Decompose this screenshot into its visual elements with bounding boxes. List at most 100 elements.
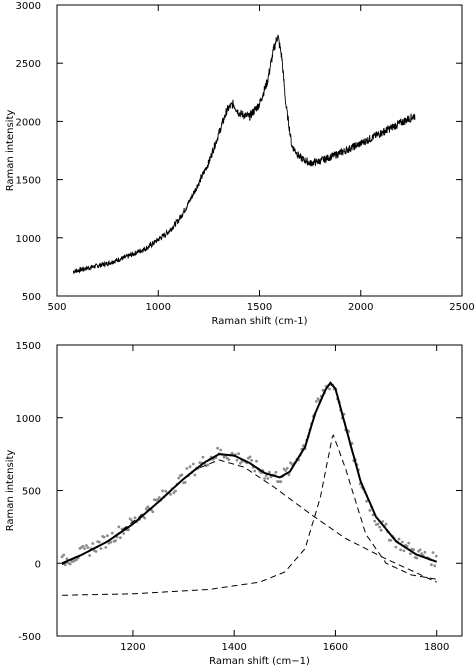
data-point bbox=[399, 548, 402, 552]
data-point bbox=[83, 547, 87, 550]
data-point bbox=[409, 552, 412, 556]
plot-frame bbox=[56, 344, 463, 637]
data-point bbox=[85, 544, 88, 547]
data-point bbox=[86, 546, 90, 549]
data-point bbox=[412, 548, 415, 551]
x-tick-label: 500 bbox=[47, 302, 66, 313]
data-point bbox=[104, 546, 108, 549]
data-point bbox=[91, 542, 95, 545]
data-point bbox=[143, 516, 147, 520]
data-point bbox=[102, 535, 106, 539]
data-point bbox=[146, 505, 150, 509]
data-point bbox=[373, 519, 377, 523]
data-point bbox=[157, 496, 161, 499]
data-point bbox=[423, 550, 427, 554]
data-point bbox=[156, 498, 160, 501]
data-point bbox=[253, 469, 257, 473]
data-point bbox=[255, 459, 258, 463]
data-point bbox=[227, 458, 231, 461]
component-1-curve bbox=[61, 459, 437, 583]
data-point bbox=[263, 477, 266, 480]
data-point bbox=[119, 536, 122, 540]
data-point bbox=[394, 545, 398, 549]
x-tick-label: 2500 bbox=[449, 302, 474, 313]
data-point bbox=[65, 557, 69, 561]
x-tick-label: 1600 bbox=[323, 642, 348, 653]
data-point bbox=[266, 477, 270, 480]
data-point bbox=[191, 462, 195, 466]
data-point bbox=[185, 467, 189, 470]
y-tick-label: 1000 bbox=[16, 234, 41, 245]
y-tick-label: 2000 bbox=[16, 117, 41, 128]
data-point bbox=[117, 525, 121, 529]
data-point bbox=[172, 491, 176, 495]
data-point bbox=[68, 562, 72, 566]
data-point bbox=[235, 458, 239, 462]
data-point bbox=[384, 522, 388, 526]
plot-area bbox=[72, 34, 416, 275]
data-point bbox=[418, 548, 422, 552]
data-point bbox=[430, 563, 433, 567]
x-tick-label: 1500 bbox=[247, 302, 272, 313]
data-point bbox=[316, 397, 320, 401]
x-axis-title: Raman shift (cm-1) bbox=[211, 316, 307, 327]
component-2-curve bbox=[62, 434, 437, 596]
data-point bbox=[130, 519, 134, 522]
data-point bbox=[193, 473, 197, 477]
data-point bbox=[75, 558, 78, 561]
data-point bbox=[201, 455, 205, 459]
x-tick-label: 1000 bbox=[146, 302, 171, 313]
data-point bbox=[63, 563, 67, 567]
bottom-fit-panel: 1200 1400 1600 1800 -500 0 500 1000 1500 Raman sh… bbox=[5, 341, 463, 667]
data-point bbox=[110, 531, 114, 535]
data-point bbox=[431, 551, 435, 554]
data-point bbox=[183, 481, 187, 484]
y-tick-label: 0 bbox=[35, 559, 41, 570]
x-tick-label: 2000 bbox=[348, 302, 373, 313]
data-point bbox=[368, 509, 372, 512]
data-point bbox=[114, 539, 117, 543]
y-tick-label: 1000 bbox=[16, 414, 41, 425]
y-tick-label: 500 bbox=[22, 292, 41, 303]
data-point bbox=[94, 550, 98, 553]
data-point bbox=[127, 528, 130, 532]
data-point bbox=[99, 547, 103, 550]
data-point bbox=[97, 540, 101, 544]
data-point bbox=[81, 544, 85, 548]
data-point bbox=[62, 553, 66, 557]
plot-area bbox=[60, 381, 438, 596]
data-point bbox=[60, 555, 64, 559]
data-point bbox=[268, 470, 271, 474]
data-point bbox=[287, 473, 291, 477]
data-point bbox=[169, 493, 173, 496]
data-point bbox=[151, 510, 155, 514]
data-point bbox=[274, 470, 278, 474]
data-point bbox=[302, 444, 305, 448]
data-point bbox=[264, 474, 268, 477]
x-axis-title: Raman shift (cm−1) bbox=[209, 656, 310, 667]
fit-curve bbox=[61, 381, 438, 565]
data-point bbox=[379, 528, 383, 532]
data-point bbox=[284, 469, 287, 472]
data-point bbox=[407, 541, 411, 545]
y-axis-title: Raman intensity bbox=[5, 450, 16, 532]
data-point bbox=[161, 489, 164, 493]
top-spectrum-panel: 500 1000 1500 2000 2500 500 1000 1500 2000 2500 30… bbox=[5, 1, 474, 327]
data-point bbox=[188, 465, 192, 469]
data-point bbox=[109, 540, 113, 544]
data-point bbox=[328, 387, 331, 391]
data-point bbox=[250, 458, 254, 462]
x-tick-label: 1800 bbox=[424, 642, 449, 653]
data-point bbox=[415, 556, 419, 560]
data-point bbox=[434, 554, 438, 558]
data-point bbox=[219, 448, 223, 452]
data-point bbox=[164, 489, 168, 493]
data-point bbox=[378, 525, 381, 529]
data-point bbox=[420, 552, 424, 556]
data-point bbox=[230, 451, 234, 455]
data-point bbox=[180, 473, 184, 477]
data-point bbox=[133, 516, 137, 520]
data-point bbox=[216, 446, 220, 450]
data-point bbox=[206, 463, 210, 467]
